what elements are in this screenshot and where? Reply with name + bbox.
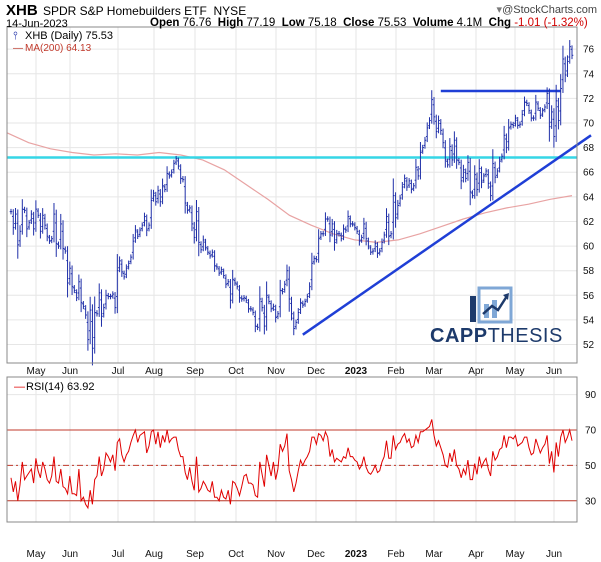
change-value: -1.01 (-1.32%)	[514, 17, 588, 29]
rsi-x-tick-label: Mar	[425, 549, 443, 560]
rsi-x-tick-label: Aug	[145, 549, 163, 560]
quote-date: 14-Jun-2023	[6, 18, 68, 30]
close-value: 75.53	[377, 17, 407, 29]
ma200-line	[6, 132, 573, 244]
price-x-tick-label: Aug	[145, 366, 163, 377]
security-name: SPDR S&P Homebuilders ETF NYSE	[43, 4, 246, 18]
line-icon: —	[13, 43, 23, 54]
price-x-tick-label: Jul	[112, 366, 125, 377]
rsi-x-tick-label: Dec	[307, 549, 325, 560]
price-x-tick-label: May	[27, 366, 46, 377]
rsi-legend: —RSI(14) 63.92	[14, 381, 94, 393]
price-y-tick-label: 62	[583, 217, 595, 228]
price-y-tick-label: 72	[583, 94, 595, 105]
high-value: 77.19	[246, 17, 276, 29]
price-y-tick-label: 54	[583, 315, 595, 326]
chart-grid	[7, 27, 577, 522]
rsi-x-tick-label: Oct	[228, 549, 244, 560]
price-y-tick-label: 66	[583, 168, 595, 179]
rsi-x-tick-label: 2023	[345, 549, 368, 560]
exchange-name: NYSE	[213, 4, 247, 18]
rsi-line	[10, 419, 573, 510]
price-legend: ⫯ XHB (Daily) 75.53	[13, 30, 113, 43]
ohlc-bar-icon: ⫯	[13, 30, 18, 42]
ma-legend-text: MA(200) 64.13	[25, 43, 92, 54]
rsi-x-tick-label: Jun	[62, 549, 78, 560]
rsi-y-tick-label: 50	[585, 461, 597, 472]
low-value: 75.18	[307, 17, 337, 29]
price-panel-frame	[6, 26, 578, 364]
price-x-tick-label: Sep	[186, 366, 204, 377]
rsi-y-tick-label: 30	[585, 496, 597, 507]
low-label: Low	[281, 17, 305, 29]
price-y-tick-label: 56	[583, 291, 595, 302]
rsi-x-tick-label: Apr	[468, 549, 484, 560]
price-x-tick-label: Mar	[425, 366, 443, 377]
high-label: High	[217, 17, 244, 29]
volume-label: Volume	[412, 17, 454, 29]
logo-text-bold: CAPP	[430, 325, 488, 347]
security-full-name: SPDR S&P Homebuilders ETF	[43, 4, 207, 18]
price-x-tick-label: Jun	[62, 366, 78, 377]
rsi-y-tick-label: 70	[585, 426, 597, 437]
price-y-tick-label: 74	[583, 69, 595, 80]
source-credit-text: @StockCharts.com	[502, 4, 597, 16]
ma-legend: — MA(200) 64.13	[13, 43, 91, 54]
rsi-x-tick-label: Feb	[387, 549, 405, 560]
logo-wordmark: CAPPTHESIS	[430, 325, 563, 348]
volume-value: 4.1M	[456, 17, 483, 29]
close-label: Close	[343, 17, 375, 29]
price-y-tick-label: 70	[583, 119, 595, 130]
price-x-tick-label: Apr	[468, 366, 484, 377]
rsi-x-tick-label: May	[27, 549, 46, 560]
chart-lines	[6, 89, 592, 336]
logo-text-thin: THESIS	[487, 325, 563, 347]
rising-trendline	[302, 134, 592, 336]
rsi-x-tick-label: Jun	[546, 549, 562, 560]
chart-growth-icon	[470, 286, 513, 324]
rsi-x-tick-label: Jul	[112, 549, 125, 560]
price-y-tick-label: 52	[583, 340, 595, 351]
rsi-y-tick-label: 90	[585, 390, 597, 401]
chart-frames	[6, 26, 578, 523]
ticker-symbol: XHB	[6, 2, 38, 19]
arrow-down-icon: ▾	[496, 4, 503, 16]
rsi-x-tick-label: Nov	[267, 549, 285, 560]
rsi-series	[7, 419, 577, 510]
rsi-legend-text: RSI(14) 63.92	[26, 381, 95, 393]
line-icon: —	[14, 381, 25, 393]
price-x-tick-label: May	[506, 366, 525, 377]
quote-summary: Open 76.76 High 77.19 Low 75.18 Close 75…	[150, 17, 588, 29]
price-y-tick-label: 60	[583, 242, 595, 253]
capp-thesis-logo: CAPPTHESIS	[430, 284, 563, 350]
price-x-tick-label: Feb	[387, 366, 405, 377]
change-label: Chg	[488, 17, 511, 29]
rsi-x-tick-label: May	[506, 549, 525, 560]
rsi-panel-frame	[6, 376, 578, 523]
price-x-tick-label: Jun	[546, 366, 562, 377]
price-legend-text: XHB (Daily) 75.53	[25, 30, 114, 42]
price-x-tick-label: Dec	[307, 366, 325, 377]
price-x-tick-label: Oct	[228, 366, 244, 377]
price-x-tick-label: 2023	[345, 366, 368, 377]
price-y-tick-label: 58	[583, 266, 595, 277]
open-label: Open	[150, 17, 180, 29]
open-value: 76.76	[182, 17, 212, 29]
price-y-tick-label: 76	[583, 45, 595, 56]
source-credit[interactable]: ▾@StockCharts.com	[497, 3, 597, 16]
price-y-tick-label: 68	[583, 143, 595, 154]
rsi-x-tick-label: Sep	[186, 549, 204, 560]
price-x-tick-label: Nov	[267, 366, 285, 377]
price-y-tick-label: 64	[583, 192, 595, 203]
price-series	[9, 40, 574, 366]
axis-labels: May May Jun Jun Jul Jul Aug Aug Sep Sep Oct Oct Nov N…	[27, 45, 597, 560]
